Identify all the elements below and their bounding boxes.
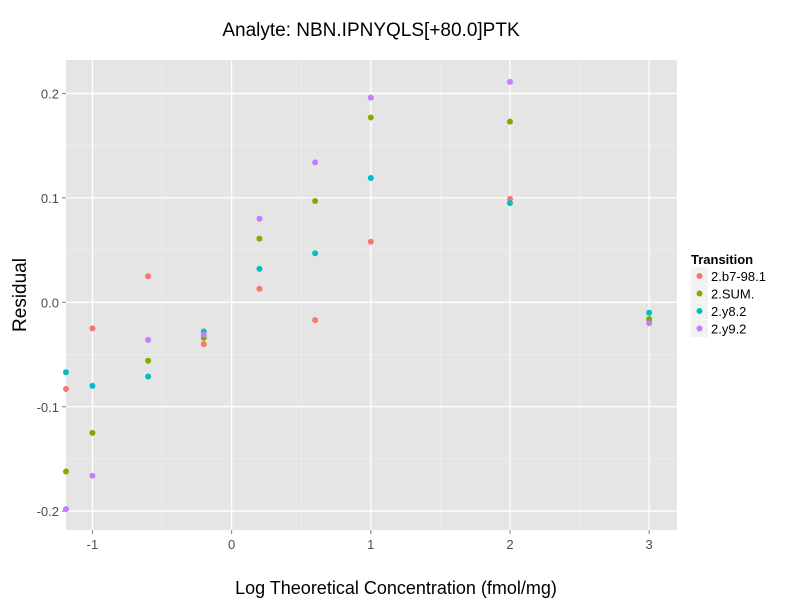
data-point — [506, 78, 513, 85]
x-tick-label: 2 — [506, 537, 513, 552]
gridlines — [66, 60, 677, 530]
data-point — [312, 159, 319, 166]
data-point — [367, 114, 374, 121]
data-point — [256, 215, 263, 222]
legend-label: 2.y9.2 — [711, 322, 746, 337]
y-tick-label: -0.1 — [37, 400, 59, 415]
x-axis-label: Log Theoretical Concentration (fmol/mg) — [235, 578, 557, 598]
plot-panel — [66, 60, 677, 530]
data-point — [312, 250, 319, 257]
legend-label: 2.b7-98.1 — [711, 269, 766, 284]
data-point — [312, 198, 319, 204]
data-point — [256, 285, 263, 292]
data-point — [646, 309, 653, 316]
data-point — [145, 336, 152, 343]
data-point — [145, 357, 152, 364]
data-point — [89, 429, 96, 436]
legend-marker — [696, 308, 703, 314]
data-point — [367, 94, 374, 101]
legend-marker — [696, 273, 703, 279]
data-point — [63, 468, 69, 475]
x-tick-label: 1 — [367, 537, 374, 552]
data-points — [63, 78, 653, 513]
y-axis-label: Residual — [10, 258, 31, 332]
data-point — [145, 373, 152, 380]
y-tick-label: -0.2 — [37, 504, 59, 519]
data-point — [63, 386, 69, 392]
data-point — [63, 506, 69, 513]
y-tick-label: 0.0 — [41, 295, 59, 310]
data-point — [646, 320, 653, 327]
data-point — [200, 331, 207, 338]
y-tick-label: 0.1 — [41, 191, 59, 206]
y-tick-label: 0.2 — [41, 86, 59, 101]
x-tick-label: -1 — [87, 537, 99, 552]
data-point — [256, 265, 263, 272]
data-point — [312, 317, 319, 324]
legend-title: Transition — [691, 252, 753, 267]
legend-label: 2.SUM. — [711, 287, 754, 302]
chart-title: Analyte: NBN.IPNYQLS[+80.0]PTK — [222, 20, 520, 41]
data-point — [367, 175, 374, 182]
data-point — [506, 200, 513, 207]
x-tick-label: 0 — [228, 537, 235, 552]
legend-marker — [696, 290, 703, 297]
data-point — [506, 195, 513, 202]
data-point — [145, 273, 152, 280]
axis-ticks: -1 0 1 2 3 -0.2 -0.1 0.0 0.1 0.2 — [37, 86, 653, 552]
legend-marker — [696, 325, 703, 332]
legend: Transition 2.b7-98.1 2.SUM. 2.y8.2 2.y9.2 — [691, 252, 766, 337]
data-point — [200, 341, 207, 348]
data-point — [506, 118, 513, 125]
x-tick-label: 3 — [646, 537, 653, 552]
legend-label: 2.y8.2 — [711, 304, 746, 319]
data-point — [89, 382, 96, 389]
data-point — [89, 325, 96, 332]
data-point — [646, 316, 653, 323]
data-point — [63, 369, 69, 376]
data-point — [367, 238, 374, 245]
data-point — [89, 472, 96, 479]
data-point — [256, 235, 263, 242]
